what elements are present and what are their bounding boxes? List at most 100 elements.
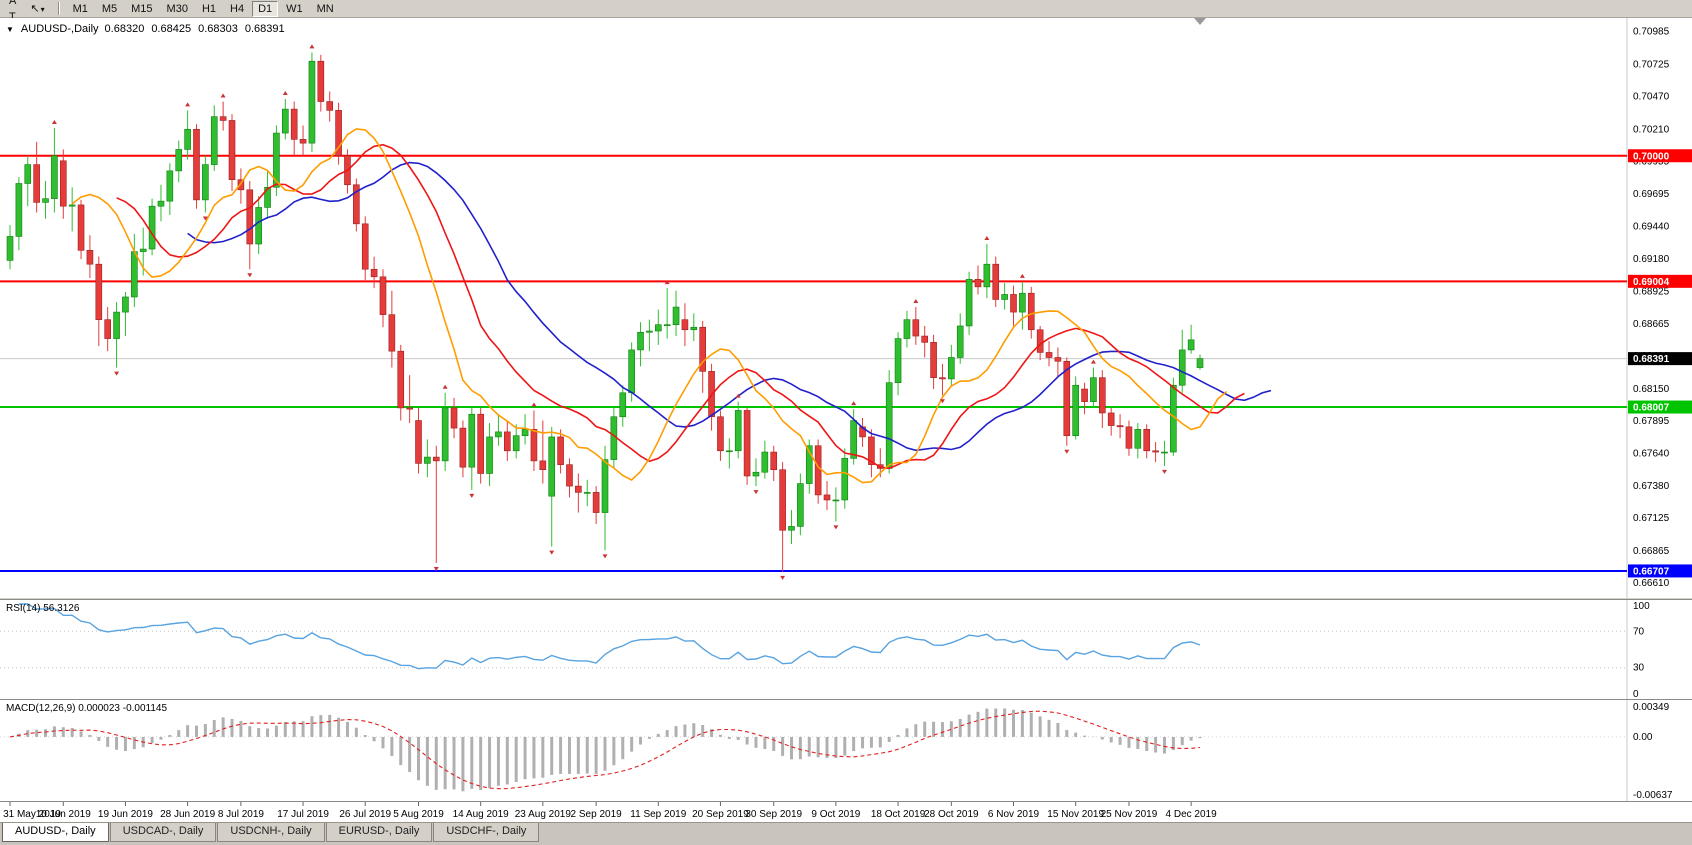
- tab-usdcnh[interactable]: USDCNH-, Daily: [217, 823, 325, 842]
- candle: [424, 439, 431, 478]
- symbol-label: AUDUSD-,Daily: [20, 23, 99, 35]
- fractal-up-icon: [185, 102, 191, 107]
- candle: [637, 322, 644, 367]
- tab-usdchf[interactable]: USDCHF-, Daily: [433, 823, 540, 842]
- candle: [122, 291, 129, 337]
- candle: [752, 458, 760, 487]
- price-axis-label: 0.70725: [1633, 59, 1670, 70]
- price-level-badge: 0.66707: [1628, 564, 1692, 578]
- chevron-down-icon: ▾: [40, 4, 45, 14]
- candle: [468, 407, 476, 490]
- date-label: 28 Oct 2019: [924, 809, 979, 820]
- cursor-tool-button[interactable]: ↖▾: [24, 1, 50, 17]
- toolbar-button-a[interactable]: A: [9, 0, 17, 7]
- fractal-down-icon: [469, 493, 475, 498]
- date-label: 14 Aug 2019: [453, 809, 510, 820]
- macd-panel[interactable]: 0.00349 0.00 -0.00637 MACD(12,26,9) 0.0000…: [0, 699, 1692, 801]
- candle: [903, 310, 911, 348]
- macd-axis-label: 0.00: [1633, 732, 1653, 743]
- price-level-badge: 0.68007: [1628, 400, 1692, 414]
- candle: [965, 271, 973, 335]
- toolbar-separator: [57, 2, 60, 15]
- fractal-down-icon: [1064, 449, 1070, 454]
- price-axis-label: 0.68925: [1633, 286, 1670, 297]
- timeframe-h4[interactable]: H4: [230, 2, 245, 15]
- time-axis[interactable]: 31 May 2019 10 Jun 2019 19 Jun 2019 28 Jun …: [0, 801, 1692, 823]
- fractal-up-icon: [664, 280, 670, 285]
- candle: [157, 184, 165, 222]
- collapse-icon[interactable]: ▼: [6, 24, 14, 34]
- tab-audusd[interactable]: AUDUSD-, Daily: [2, 823, 109, 842]
- candle: [388, 290, 396, 368]
- price-axis-label: 0.68665: [1633, 319, 1670, 330]
- svg-text:0.66707: 0.66707: [1633, 566, 1670, 577]
- timeframe-m1[interactable]: M1: [72, 2, 88, 15]
- candle: [557, 429, 564, 474]
- candle: [68, 187, 76, 232]
- candle: [1001, 283, 1008, 310]
- svg-text:0.68391: 0.68391: [1633, 354, 1670, 365]
- toolbar-button-t[interactable]: T: [9, 10, 16, 23]
- rsi-axis-label: 30: [1633, 663, 1645, 674]
- timeframe-d1[interactable]: D1: [252, 0, 279, 17]
- date-label: 4 Dec 2019: [1166, 809, 1218, 820]
- timeframe-h1[interactable]: H1: [201, 2, 217, 15]
- timeframe-m30[interactable]: M30: [166, 2, 188, 15]
- candle: [1063, 357, 1071, 446]
- date-label: 25 Nov 2019: [1101, 809, 1158, 820]
- candle: [654, 309, 662, 345]
- candle: [912, 307, 920, 345]
- candle: [974, 265, 982, 295]
- macd-axis-label: 0.00349: [1633, 702, 1670, 713]
- date-label: 6 Nov 2019: [988, 809, 1040, 820]
- candle: [210, 105, 218, 171]
- candle: [15, 177, 23, 251]
- current-price-badge: 0.68391: [1628, 352, 1692, 366]
- fractal-down-icon: [549, 550, 555, 555]
- candle: [672, 290, 680, 337]
- candle: [948, 344, 955, 387]
- candle: [548, 426, 556, 547]
- candle: [1099, 370, 1106, 429]
- candle: [432, 445, 440, 564]
- fractal-down-icon: [202, 216, 208, 221]
- fractal-down-icon: [780, 575, 786, 580]
- rsi-canvas[interactable]: 100 70 30 0: [0, 600, 1692, 699]
- timeframe-m15[interactable]: M15: [131, 2, 153, 15]
- timeframe-w1[interactable]: W1: [286, 2, 303, 15]
- timeframe-m5[interactable]: M5: [101, 2, 118, 15]
- candle: [1116, 414, 1124, 439]
- timeframe-mn[interactable]: MN: [316, 2, 334, 15]
- fractal-down-icon: [939, 399, 945, 404]
- candle: [379, 269, 387, 328]
- candle: [24, 155, 32, 207]
- svg-text:0.69004: 0.69004: [1633, 277, 1670, 288]
- tab-eurusd[interactable]: EURUSD-, Daily: [325, 823, 433, 842]
- alligator-lips-line: [71, 128, 1228, 484]
- candle: [202, 155, 209, 213]
- candle: [1054, 347, 1062, 377]
- chart-shift-marker[interactable]: [1194, 18, 1206, 25]
- candle: [219, 101, 227, 131]
- candle: [59, 149, 67, 219]
- candle: [1081, 382, 1088, 415]
- candle: [477, 407, 484, 484]
- fractal-up-icon: [442, 384, 448, 389]
- date-label: 8 Jul 2019: [218, 809, 265, 820]
- fractal-down-icon: [433, 567, 439, 572]
- date-label: 23 Aug 2019: [515, 809, 572, 820]
- main-chart-canvas[interactable]: 0.709850.707250.704700.702100.699550.696…: [0, 18, 1692, 598]
- candle: [1125, 420, 1133, 456]
- price-axis-label: 0.69695: [1633, 189, 1670, 200]
- macd-canvas[interactable]: 0.00349 0.00 -0.00637: [0, 700, 1692, 801]
- candle: [583, 479, 591, 507]
- candle: [77, 199, 85, 260]
- candle: [113, 302, 120, 368]
- fractal-down-icon: [114, 371, 120, 376]
- tab-usdcad[interactable]: USDCAD-, Daily: [109, 823, 217, 842]
- price-axis-label: 0.67895: [1633, 416, 1670, 427]
- candle: [1036, 325, 1044, 361]
- rsi-panel[interactable]: 100 70 30 0 RSI(14) 56.3126: [0, 599, 1692, 699]
- main-chart-panel[interactable]: 0.709850.707250.704700.702100.699550.696…: [0, 18, 1692, 598]
